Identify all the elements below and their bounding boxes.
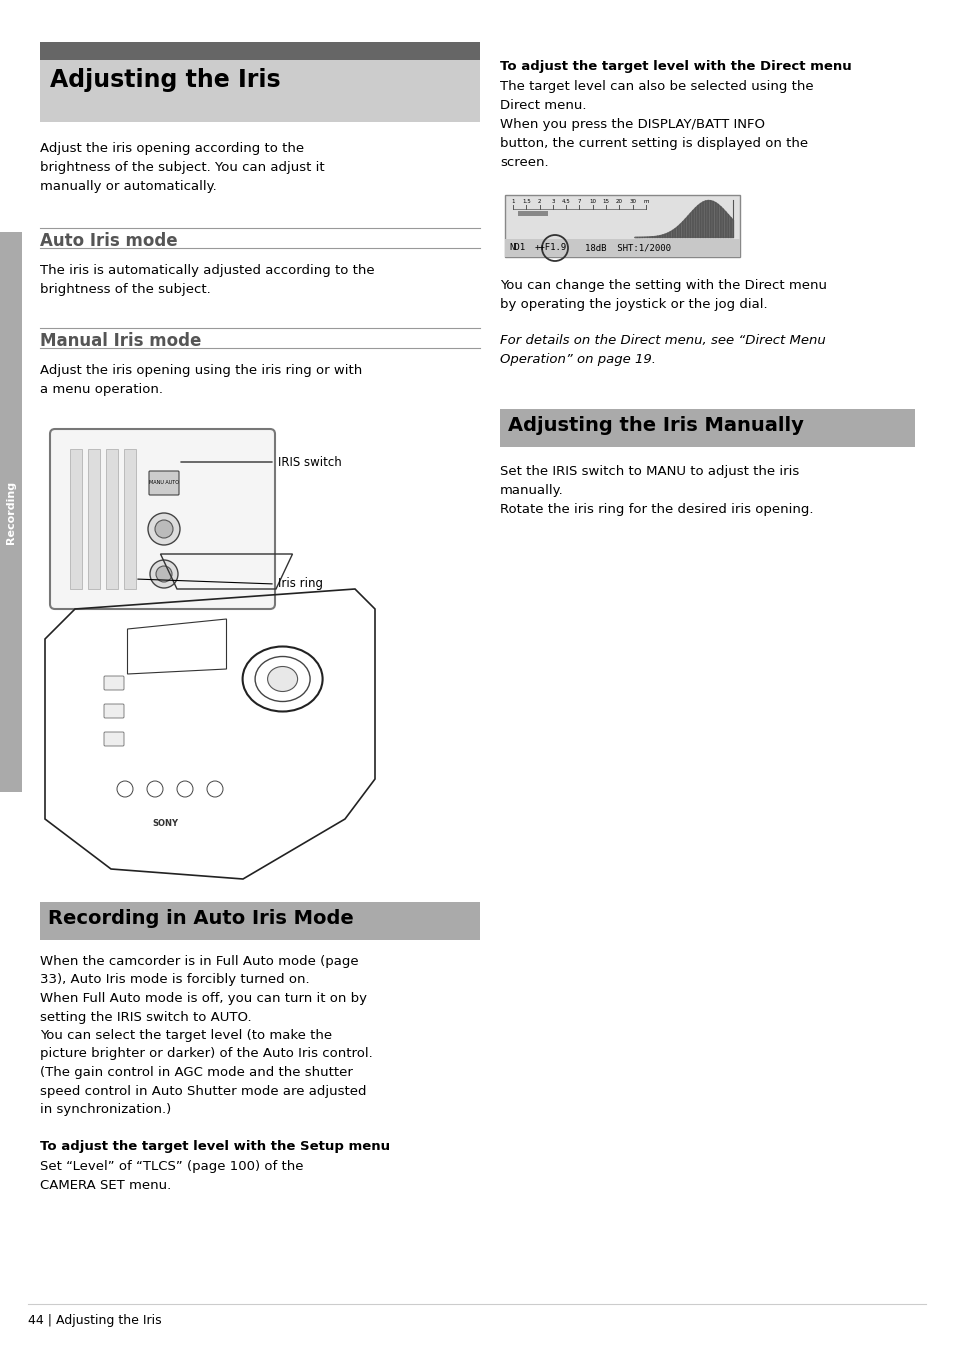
Text: Recording: Recording [6,480,16,544]
Text: 3: 3 [551,199,554,204]
FancyBboxPatch shape [40,902,479,940]
FancyBboxPatch shape [504,239,740,257]
Text: Adjust the iris opening according to the
brightness of the subject. You can adju: Adjust the iris opening according to the… [40,142,324,193]
Text: SONY: SONY [152,819,178,829]
Text: ++F1.9: ++F1.9 [535,243,567,253]
Text: 1.5: 1.5 [521,199,530,204]
Text: Adjusting the Iris: Adjusting the Iris [50,68,280,92]
FancyBboxPatch shape [88,449,100,589]
Circle shape [156,566,172,581]
Text: The iris is automatically adjusted according to the
brightness of the subject.: The iris is automatically adjusted accor… [40,264,375,296]
Text: 4.5: 4.5 [561,199,570,204]
Circle shape [148,512,180,545]
FancyBboxPatch shape [70,449,82,589]
FancyBboxPatch shape [40,42,479,59]
Text: Manual Iris mode: Manual Iris mode [40,333,201,350]
Ellipse shape [268,667,297,691]
Text: To adjust the target level with the Direct menu: To adjust the target level with the Dire… [499,59,851,73]
FancyBboxPatch shape [104,731,124,746]
Text: Auto Iris mode: Auto Iris mode [40,233,177,250]
Text: Recording in Auto Iris Mode: Recording in Auto Iris Mode [48,909,354,927]
Text: The target level can also be selected using the
Direct menu.
When you press the : The target level can also be selected us… [499,80,813,169]
FancyBboxPatch shape [40,59,479,122]
Text: 2: 2 [537,199,540,204]
Text: You can change the setting with the Direct menu
by operating the joystick or the: You can change the setting with the Dire… [499,279,826,311]
FancyBboxPatch shape [106,449,118,589]
Text: 20: 20 [616,199,622,204]
FancyBboxPatch shape [504,195,740,257]
Text: ND1: ND1 [509,243,524,253]
Text: For details on the Direct menu, see “Direct Menu
Operation” on page 19.: For details on the Direct menu, see “Dir… [499,334,825,366]
Text: Set the IRIS switch to MANU to adjust the iris
manually.
Rotate the iris ring fo: Set the IRIS switch to MANU to adjust th… [499,465,813,516]
FancyBboxPatch shape [149,470,179,495]
Text: Adjust the iris opening using the iris ring or with
a menu operation.: Adjust the iris opening using the iris r… [40,364,362,396]
Text: 18dB  SHT:1/2000: 18dB SHT:1/2000 [584,243,670,253]
Text: 15: 15 [602,199,609,204]
Text: 7: 7 [578,199,580,204]
Text: 30: 30 [629,199,636,204]
FancyBboxPatch shape [104,676,124,690]
Text: m: m [642,199,648,204]
Text: Adjusting the Iris Manually: Adjusting the Iris Manually [507,416,803,435]
Text: IRIS switch: IRIS switch [277,456,341,469]
FancyBboxPatch shape [499,410,914,448]
Text: When the camcorder is in Full Auto mode (page
33), Auto Iris mode is forcibly tu: When the camcorder is in Full Auto mode … [40,955,373,1115]
FancyBboxPatch shape [124,449,136,589]
Text: To adjust the target level with the Setup menu: To adjust the target level with the Setu… [40,1140,390,1153]
FancyBboxPatch shape [104,704,124,718]
Text: 44 | Adjusting the Iris: 44 | Adjusting the Iris [28,1314,161,1328]
Circle shape [154,521,172,538]
Text: MANU AUTO: MANU AUTO [149,480,179,485]
FancyBboxPatch shape [517,211,547,216]
Text: 10: 10 [589,199,596,204]
Text: Iris ring: Iris ring [277,577,323,591]
FancyBboxPatch shape [0,233,22,792]
FancyBboxPatch shape [50,429,274,608]
Text: 1: 1 [511,199,515,204]
Circle shape [150,560,178,588]
Text: Set “Level” of “TLCS” (page 100) of the
CAMERA SET menu.: Set “Level” of “TLCS” (page 100) of the … [40,1160,303,1192]
